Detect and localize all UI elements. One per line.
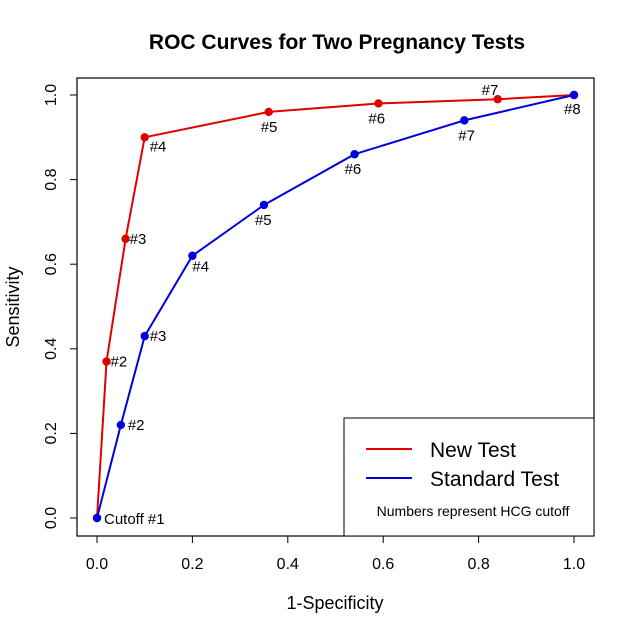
data-point-standard-test — [569, 90, 579, 100]
point-label: #2 — [111, 353, 128, 370]
data-point-new-test — [264, 107, 273, 117]
x-axis-title: 1-Specificity — [286, 593, 383, 613]
data-point-new-test — [374, 99, 383, 108]
data-point-new-test — [102, 357, 111, 366]
y-tick-label: 0.2 — [43, 422, 60, 444]
data-point-new-test — [140, 133, 149, 142]
x-tick-label: 0.0 — [86, 556, 108, 573]
y-axis: 0.0 0.2 0.4 0.6 0.8 1.0 — [43, 84, 78, 529]
point-label: #7 — [458, 127, 475, 144]
legend-label-new-test: New Test — [430, 439, 516, 462]
point-label: #7 — [482, 82, 499, 99]
point-label: #6 — [345, 161, 362, 178]
x-tick-label: 1.0 — [563, 556, 585, 573]
x-axis: 0.0 0.2 0.4 0.6 0.8 1.0 — [86, 535, 585, 573]
point-label: #5 — [261, 119, 278, 136]
point-label: #3 — [130, 231, 147, 248]
series-line-new-test — [96, 94, 575, 519]
point-labels: #2 #3 #4 #5 #6 #7 Cutoff #1 #2 #3 #4 #5 #6 #7 #8 — [104, 82, 581, 528]
data-point-new-test — [121, 234, 130, 244]
y-tick-label: 0.8 — [43, 168, 60, 190]
series-layer — [92, 90, 579, 523]
data-point-standard-test — [259, 200, 269, 210]
point-label: #8 — [564, 101, 581, 118]
y-tick-label: 1.0 — [43, 84, 60, 106]
point-label: #6 — [368, 110, 385, 127]
series-line-standard-test — [96, 94, 575, 519]
y-axis-title: Sensitivity — [3, 266, 23, 347]
y-tick-label: 0.6 — [43, 253, 60, 275]
y-tick-label: 0.0 — [43, 507, 60, 529]
point-label: #3 — [150, 328, 167, 345]
data-point-standard-test — [188, 251, 197, 260]
data-point-standard-test — [350, 150, 359, 159]
point-label: #2 — [128, 417, 145, 434]
chart-title: ROC Curves for Two Pregnancy Tests — [149, 31, 525, 54]
data-point-standard-test — [140, 331, 149, 341]
legend-note: Numbers represent HCG cutoff — [377, 503, 570, 519]
legend: New Test Standard Test Numbers represent… — [343, 417, 595, 537]
data-point-new-test — [493, 95, 502, 104]
y-tick-label: 0.4 — [43, 338, 60, 360]
point-label: Cutoff #1 — [104, 511, 165, 528]
x-tick-label: 0.4 — [277, 556, 299, 573]
point-label: #4 — [192, 259, 209, 276]
data-point-standard-test — [92, 513, 102, 523]
point-label: #4 — [150, 138, 167, 155]
point-label: #5 — [255, 212, 272, 229]
legend-label-standard-test: Standard Test — [430, 468, 559, 491]
x-tick-label: 0.2 — [181, 556, 203, 573]
x-tick-label: 0.6 — [372, 556, 394, 573]
x-tick-label: 0.8 — [467, 556, 489, 573]
data-point-standard-test — [460, 116, 469, 125]
data-point-standard-test — [116, 420, 126, 430]
